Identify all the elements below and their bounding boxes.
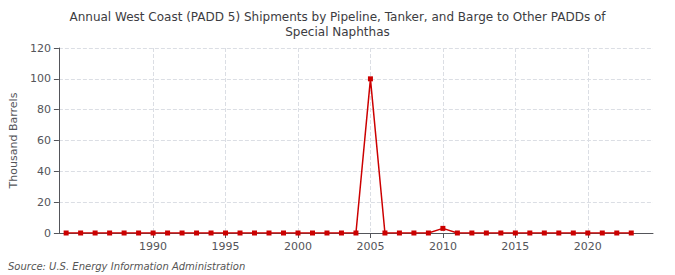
svg-text:80: 80 — [37, 103, 51, 116]
svg-text:Annual West Coast (PADD 5) Shi: Annual West Coast (PADD 5) Shipments by … — [69, 10, 606, 24]
svg-text:60: 60 — [37, 134, 51, 147]
svg-text:120: 120 — [30, 42, 51, 55]
svg-text:Source: U.S. Energy Informatio: Source: U.S. Energy Information Administ… — [8, 261, 245, 272]
svg-text:2020: 2020 — [574, 240, 602, 253]
svg-text:1990: 1990 — [139, 240, 167, 253]
svg-text:2005: 2005 — [356, 240, 384, 253]
svg-text:2000: 2000 — [284, 240, 312, 253]
svg-text:0: 0 — [44, 227, 51, 240]
svg-text:2010: 2010 — [429, 240, 457, 253]
svg-text:100: 100 — [30, 72, 51, 85]
svg-text:40: 40 — [37, 165, 51, 178]
svg-text:2015: 2015 — [501, 240, 529, 253]
svg-text:Special Naphthas: Special Naphthas — [285, 25, 390, 39]
svg-text:1995: 1995 — [212, 240, 240, 253]
svg-text:20: 20 — [37, 196, 51, 209]
svg-text:Thousand Barrels: Thousand Barrels — [7, 92, 20, 189]
